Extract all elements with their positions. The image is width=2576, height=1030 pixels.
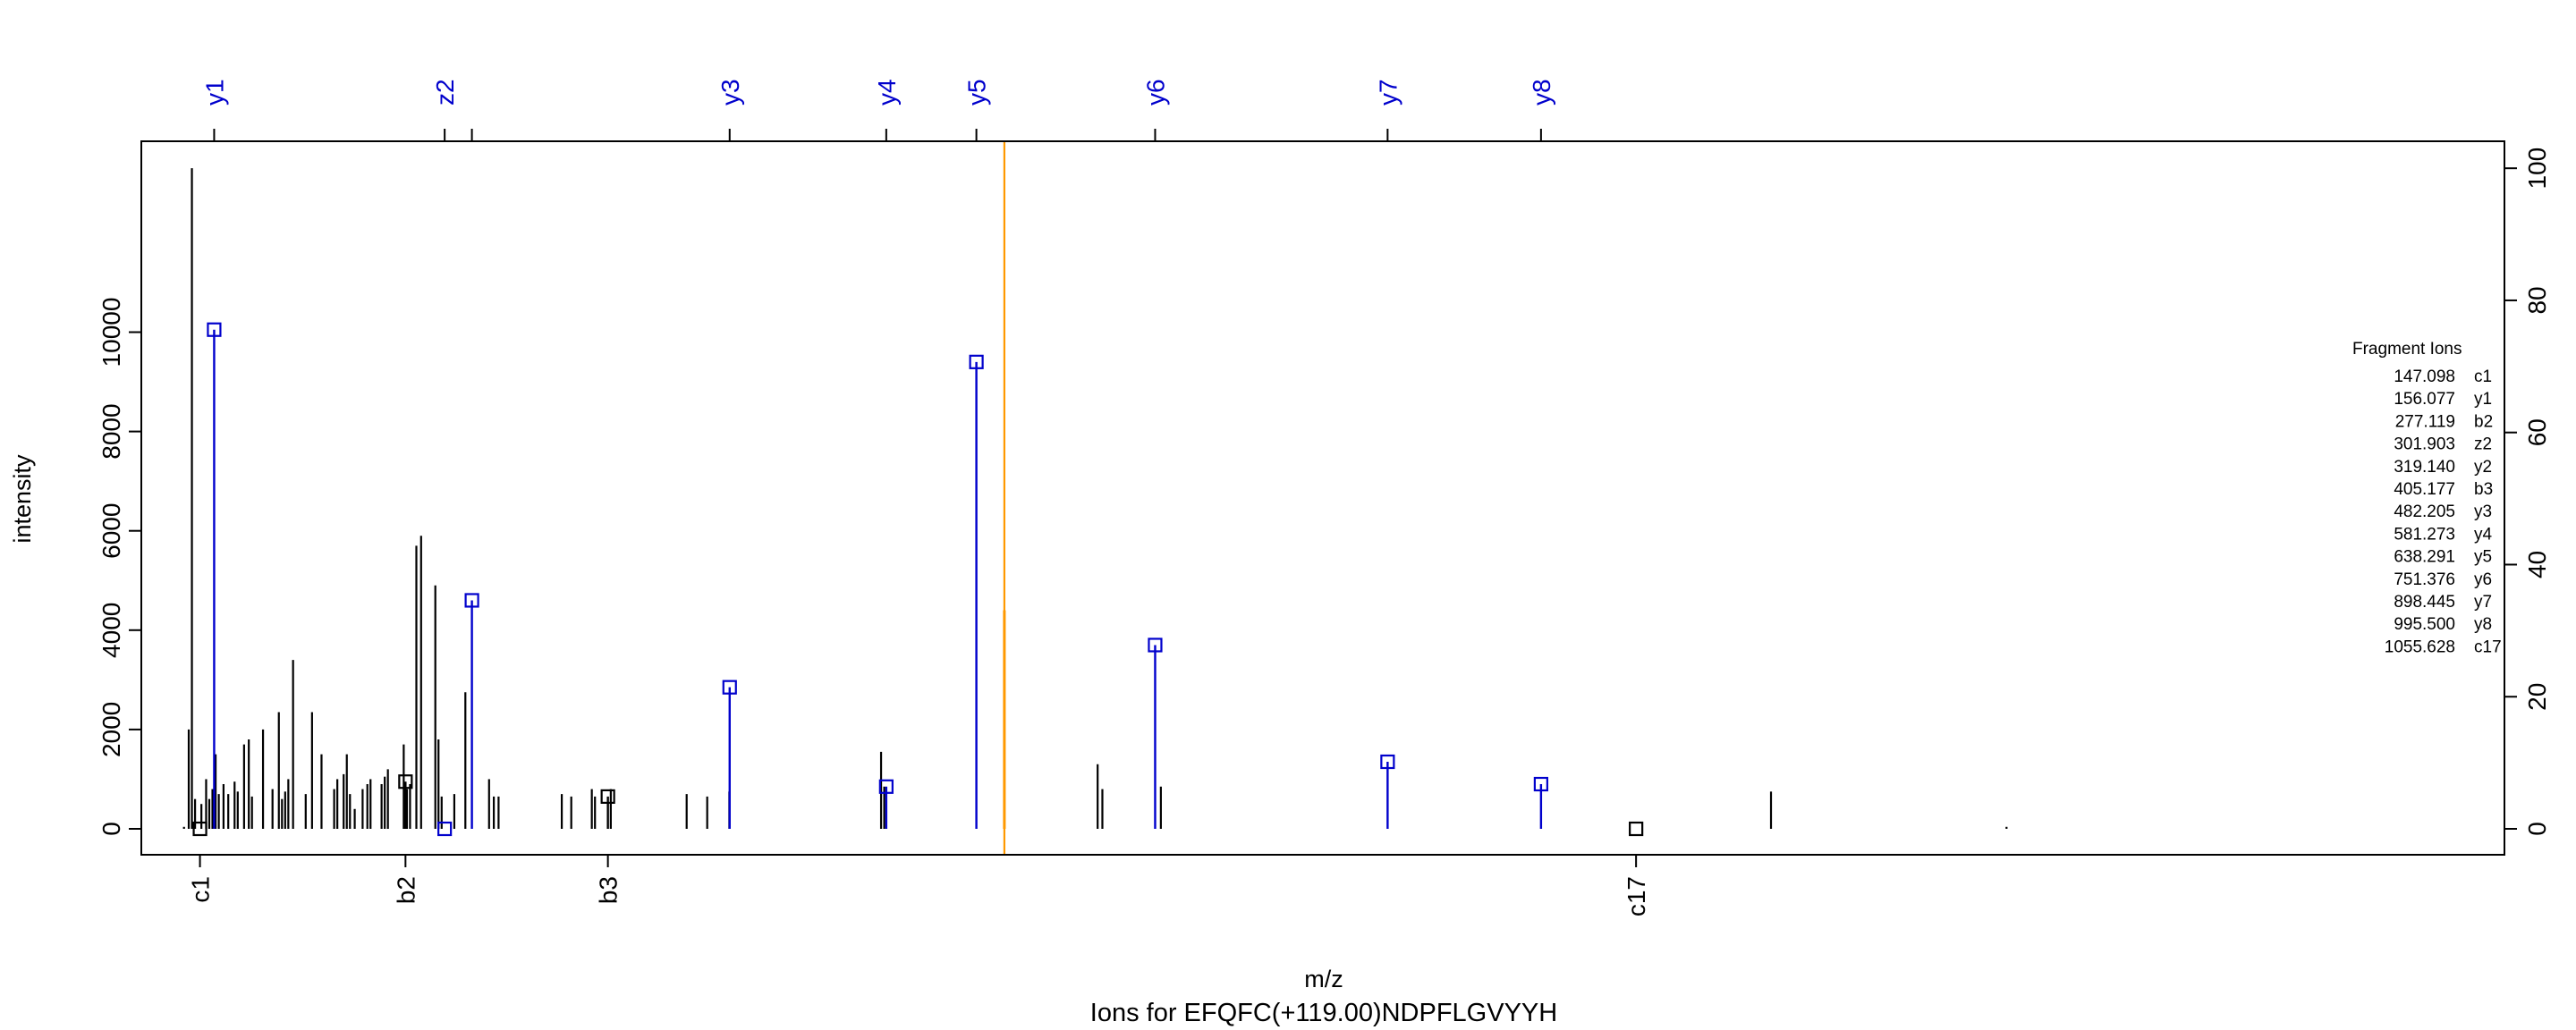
legend-mz: 482.205 — [2394, 502, 2455, 521]
right-tick-label: 0 — [2523, 822, 2551, 836]
legend-ion: y6 — [2474, 570, 2492, 589]
bottom-ion-label: b3 — [595, 876, 623, 904]
legend-mz: 1055.628 — [2385, 637, 2455, 656]
right-tick-label: 20 — [2523, 683, 2551, 711]
matched-peak-marker — [1380, 754, 1395, 770]
y-tick-label: 2000 — [97, 702, 125, 757]
legend-mz: 147.098 — [2394, 367, 2455, 386]
right-tick-label: 80 — [2523, 286, 2551, 314]
matched-peak-marker — [398, 774, 413, 789]
matched-peak-marker — [1148, 637, 1163, 653]
legend-ion: c17 — [2474, 637, 2502, 656]
legend-ion: b3 — [2474, 480, 2493, 499]
plot-frame — [140, 140, 2505, 856]
legend-mz: 581.273 — [2394, 525, 2455, 544]
legend-mz: 898.445 — [2394, 593, 2455, 612]
matched-peak-marker — [437, 821, 453, 837]
top-ion-label: y7 — [1374, 79, 1402, 106]
legend-mz: 751.376 — [2394, 570, 2455, 589]
matched-peak-marker — [1533, 776, 1548, 792]
matched-peaks-layer — [192, 322, 1644, 837]
matched-peak-marker — [969, 354, 984, 369]
fragment-ions-legend: Fragment Ions 147.098 c1 156.077 y1 277.119 b… — [2352, 340, 2502, 656]
legend-mz: 405.177 — [2394, 480, 2455, 499]
top-ion-label: y3 — [716, 79, 744, 106]
legend-ion: z2 — [2474, 435, 2492, 454]
chart-title: Ions for EFQFC(+119.00)NDPFLGVYYH — [1090, 999, 1557, 1027]
legend-ion: b2 — [2474, 412, 2493, 431]
matched-peak-marker — [600, 789, 615, 804]
legend-ion: c1 — [2474, 367, 2492, 386]
legend-ion: y2 — [2474, 458, 2492, 477]
top-ion-label: y4 — [873, 79, 901, 106]
matched-peak-marker — [878, 779, 894, 794]
top-ion-axis: y1 z2 y3 y4 y5 y6 y7 y8 — [200, 79, 1555, 141]
legend-mz: 319.140 — [2394, 458, 2455, 477]
legend-mz: 995.500 — [2394, 615, 2455, 634]
right-tick-label: 40 — [2523, 551, 2551, 578]
legend-mz: 638.291 — [2394, 548, 2455, 567]
y-axis-label: intensity — [9, 454, 36, 544]
matched-peak-marker — [722, 680, 737, 695]
matched-peak-marker — [1629, 821, 1644, 837]
y-tick-label: 10000 — [97, 298, 125, 367]
legend-ion: y8 — [2474, 615, 2492, 634]
bottom-ion-label: c1 — [187, 876, 215, 903]
top-ion-label: y1 — [200, 79, 228, 106]
legend-mz: 301.903 — [2394, 435, 2455, 454]
bottom-ion-label: c17 — [1623, 876, 1650, 916]
legend-ion: y1 — [2474, 390, 2492, 409]
y-tick-label: 0 — [97, 822, 125, 836]
top-ion-label: y6 — [1141, 79, 1169, 106]
matched-peak-marker — [207, 322, 222, 337]
y-tick-label: 8000 — [97, 403, 125, 459]
top-ion-label: y8 — [1528, 79, 1555, 106]
top-ion-label: y5 — [963, 79, 991, 106]
y-tick-label: 4000 — [97, 603, 125, 658]
legend-ion: y7 — [2474, 593, 2492, 612]
legend-title: Fragment Ions — [2352, 340, 2462, 359]
y-axis-right: 0 20 40 60 80 100 — [2504, 148, 2551, 836]
peaks-layer — [182, 168, 2008, 829]
matched-peak-marker — [192, 821, 208, 837]
legend-mz: 156.077 — [2394, 390, 2455, 409]
legend-mz: 277.119 — [2395, 412, 2455, 431]
legend-ion: y4 — [2474, 525, 2493, 544]
y-tick-label: 6000 — [97, 503, 125, 559]
legend-ion: y5 — [2474, 548, 2492, 567]
matched-peak-marker — [464, 593, 479, 608]
bottom-ion-label: b2 — [392, 876, 419, 904]
y-axis-left: 0 2000 4000 6000 8000 10000 — [97, 298, 142, 836]
top-ion-label: z2 — [431, 79, 459, 106]
legend-ion: y3 — [2474, 502, 2492, 521]
bottom-ion-axis: c1 b2 b3 c17 — [187, 855, 1650, 916]
right-tick-label: 100 — [2523, 148, 2551, 190]
x-axis-label: m/z — [1304, 966, 1343, 992]
right-tick-label: 60 — [2523, 418, 2551, 446]
